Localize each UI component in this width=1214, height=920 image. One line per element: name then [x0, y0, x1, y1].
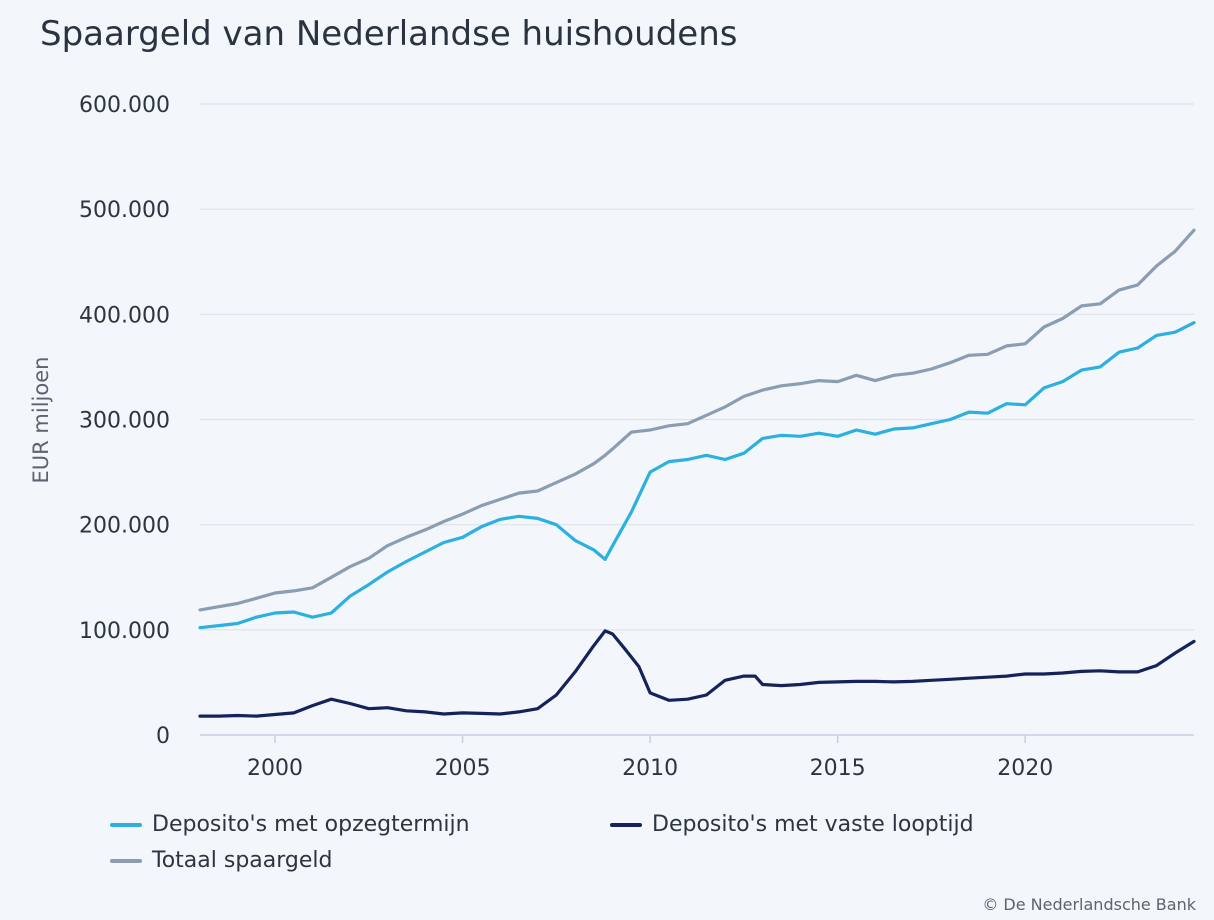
y-tick-label: 100.000	[79, 619, 170, 644]
y-tick-label: 600.000	[79, 93, 170, 118]
y-tick-label: 0	[156, 724, 170, 749]
legend-swatch-vaste-looptijd	[610, 822, 642, 827]
x-tick-label: 2015	[810, 756, 866, 781]
legend-item-totaal[interactable]: Totaal spaargeld	[110, 848, 332, 873]
chart-title: Spaargeld van Nederlandse huishoudens	[40, 14, 738, 54]
legend-swatch-opzegtermijn	[110, 822, 142, 827]
x-tick-label: 2005	[435, 756, 491, 781]
x-tick-label: 2010	[622, 756, 678, 781]
y-tick-label: 500.000	[79, 198, 170, 223]
x-tick-label: 2020	[997, 756, 1053, 781]
y-tick-label: 300.000	[79, 409, 170, 434]
legend-label-opzegtermijn: Deposito's met opzegtermijn	[152, 812, 470, 837]
legend-item-vaste-looptijd[interactable]: Deposito's met vaste looptijd	[610, 812, 974, 837]
series-lines	[198, 228, 1196, 718]
axes: 0 100.000 200.000 300.000 400.000 500.000 600.…	[79, 93, 1194, 781]
y-axis-title: EUR miljoen	[29, 357, 53, 484]
series-line-totaal[interactable]	[198, 228, 1196, 612]
legend-label-totaal: Totaal spaargeld	[152, 848, 333, 873]
y-tick-label: 400.000	[79, 303, 170, 328]
x-tick-label: 2000	[247, 756, 303, 781]
legend-label-vaste-looptijd: Deposito's met vaste looptijd	[652, 812, 974, 837]
series-line-vaste_looptijd[interactable]	[198, 629, 1196, 718]
legend-item-opzegtermijn[interactable]: Deposito's met opzegtermijn	[110, 812, 470, 837]
credit-text: © De Nederlandsche Bank	[982, 895, 1196, 914]
grid-lines	[200, 103, 1194, 631]
legend-swatch-totaal	[110, 858, 142, 863]
y-tick-label: 200.000	[79, 514, 170, 539]
series-line-opzegtermijn[interactable]	[198, 321, 1196, 630]
